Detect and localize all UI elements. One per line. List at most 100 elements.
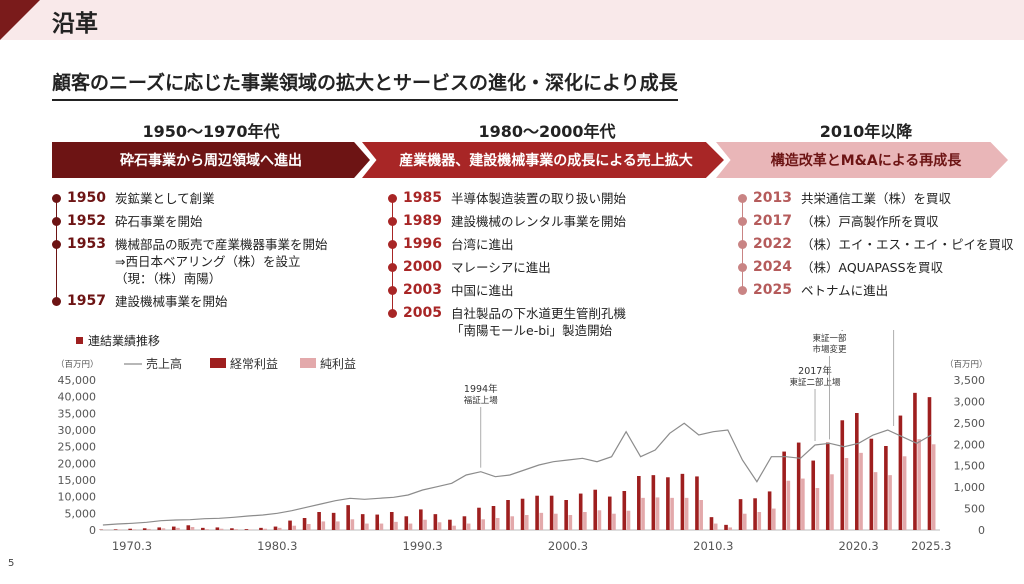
- y-right-tick: 3,500: [954, 374, 986, 387]
- x-tick: 1970.3: [112, 539, 152, 553]
- page-title: 沿革: [52, 4, 98, 38]
- timeline-dot: [738, 263, 747, 272]
- bar-ordinary-profit: [477, 508, 481, 530]
- bar-ordinary-profit: [434, 514, 438, 530]
- y-left-tick: 45,000: [58, 374, 97, 387]
- bar-net-profit: [598, 510, 602, 530]
- timeline-dot: [738, 286, 747, 295]
- timeline-item: 2017（株）戸高製作所を買収: [738, 213, 1014, 230]
- y-left-tick: 5,000: [65, 507, 97, 520]
- bar-net-profit: [670, 498, 674, 530]
- y-left-tick: 20,000: [58, 457, 97, 470]
- bar-net-profit: [743, 514, 747, 530]
- bar-net-profit: [845, 458, 849, 530]
- bar-ordinary-profit: [550, 496, 554, 530]
- y-left-tick: 35,000: [58, 407, 97, 420]
- bar-net-profit: [699, 500, 703, 530]
- era-band-1: 砕石事業から周辺領域へ進出: [52, 142, 370, 178]
- bar-net-profit: [656, 497, 660, 530]
- y-left-unit: （百万円）: [56, 359, 99, 370]
- y-left-tick: 25,000: [58, 441, 97, 454]
- timeline-year: 2000: [403, 259, 443, 275]
- timeline-text: 機械部品の販売で産業機器事業を開始 ⇒西日本ベアリング（株）を設立 （現：（株）…: [115, 236, 328, 287]
- timeline-dot: [52, 297, 61, 306]
- timeline-text: 半導体製造装置の取り扱い開始: [451, 190, 626, 207]
- timeline-dot: [52, 194, 61, 203]
- y-right-unit: （百万円）: [945, 359, 988, 370]
- era-band-2: 産業機器、建設機械事業の成長による売上拡大: [362, 142, 724, 178]
- bar-net-profit: [917, 439, 921, 530]
- timeline-text: 建設機械事業を開始: [115, 293, 228, 310]
- bar-ordinary-profit: [245, 529, 249, 530]
- bar-ordinary-profit: [826, 443, 830, 530]
- timeline-item: 2000 マレーシアに進出: [388, 259, 626, 276]
- x-tick: 1990.3: [403, 539, 443, 553]
- bar-ordinary-profit: [535, 496, 539, 530]
- bar-ordinary-profit: [855, 413, 859, 530]
- y-right-tick: 3,000: [954, 395, 986, 408]
- bar-net-profit: [859, 453, 863, 530]
- timeline-year: 2003: [403, 282, 443, 298]
- timeline-text: 共栄通信工業（株）を買収: [801, 190, 951, 207]
- timeline-text: （株）エイ・エス・エイ・ピイを買収: [801, 236, 1014, 253]
- bar-net-profit: [133, 529, 137, 530]
- bar-ordinary-profit: [797, 443, 801, 530]
- bar-net-profit: [481, 519, 485, 530]
- timeline-year: 2025: [753, 282, 793, 298]
- bar-net-profit: [307, 524, 311, 530]
- bar-net-profit: [932, 444, 936, 530]
- bar-net-profit: [641, 498, 645, 530]
- timeline-dot: [388, 217, 397, 226]
- bar-net-profit: [409, 524, 413, 530]
- bar-ordinary-profit: [346, 505, 350, 530]
- bar-net-profit: [801, 479, 805, 530]
- timeline-text: （株）AQUAPASSを買収: [801, 259, 943, 276]
- bar-ordinary-profit: [521, 499, 525, 530]
- legend-swatch-ordinary: [210, 358, 226, 368]
- bar-ordinary-profit: [666, 477, 670, 530]
- era-title-1: 1950〜1970年代: [52, 118, 370, 142]
- timeline-dot: [738, 240, 747, 249]
- bar-ordinary-profit: [608, 497, 612, 530]
- timeline-year: 2017: [753, 213, 793, 229]
- bar-net-profit: [292, 526, 296, 530]
- annotation-text: 2018年: [813, 330, 847, 333]
- timeline-year: 1957: [67, 293, 107, 309]
- page-number: 5: [8, 558, 14, 569]
- x-tick: 2000.3: [548, 539, 588, 553]
- bar-net-profit: [787, 481, 791, 530]
- bar-net-profit: [452, 526, 456, 530]
- bar-net-profit: [438, 522, 442, 530]
- y-right-tick: 2,000: [954, 438, 986, 451]
- bar-net-profit: [423, 520, 427, 530]
- bar-ordinary-profit: [114, 529, 118, 530]
- timeline-dot: [738, 194, 747, 203]
- y-left-tick: 30,000: [58, 424, 97, 437]
- bar-ordinary-profit: [274, 527, 278, 530]
- sales-line: [103, 423, 931, 525]
- bar-net-profit: [510, 516, 514, 530]
- y-left-tick: 40,000: [58, 391, 97, 404]
- bar-net-profit: [627, 511, 631, 530]
- timeline-dot: [52, 240, 61, 249]
- bar-net-profit: [220, 529, 224, 530]
- timeline-text: 中国に進出: [451, 282, 514, 299]
- era-title-2: 1980〜2000年代: [370, 118, 724, 142]
- bar-ordinary-profit: [652, 475, 656, 530]
- timeline-year: 2022: [753, 236, 793, 252]
- bar-net-profit: [147, 529, 151, 530]
- x-tick: 2010.3: [693, 539, 733, 553]
- annotation-text: 東証二部上場: [790, 377, 842, 388]
- timeline-dot: [52, 217, 61, 226]
- timeline-text: マレーシアに進出: [451, 259, 551, 276]
- y-left-tick: 0: [89, 524, 96, 537]
- header-bar: 沿革: [0, 0, 1024, 40]
- bar-net-profit: [685, 498, 689, 530]
- bar-ordinary-profit: [187, 525, 191, 530]
- y-right-tick: 1,500: [954, 460, 986, 473]
